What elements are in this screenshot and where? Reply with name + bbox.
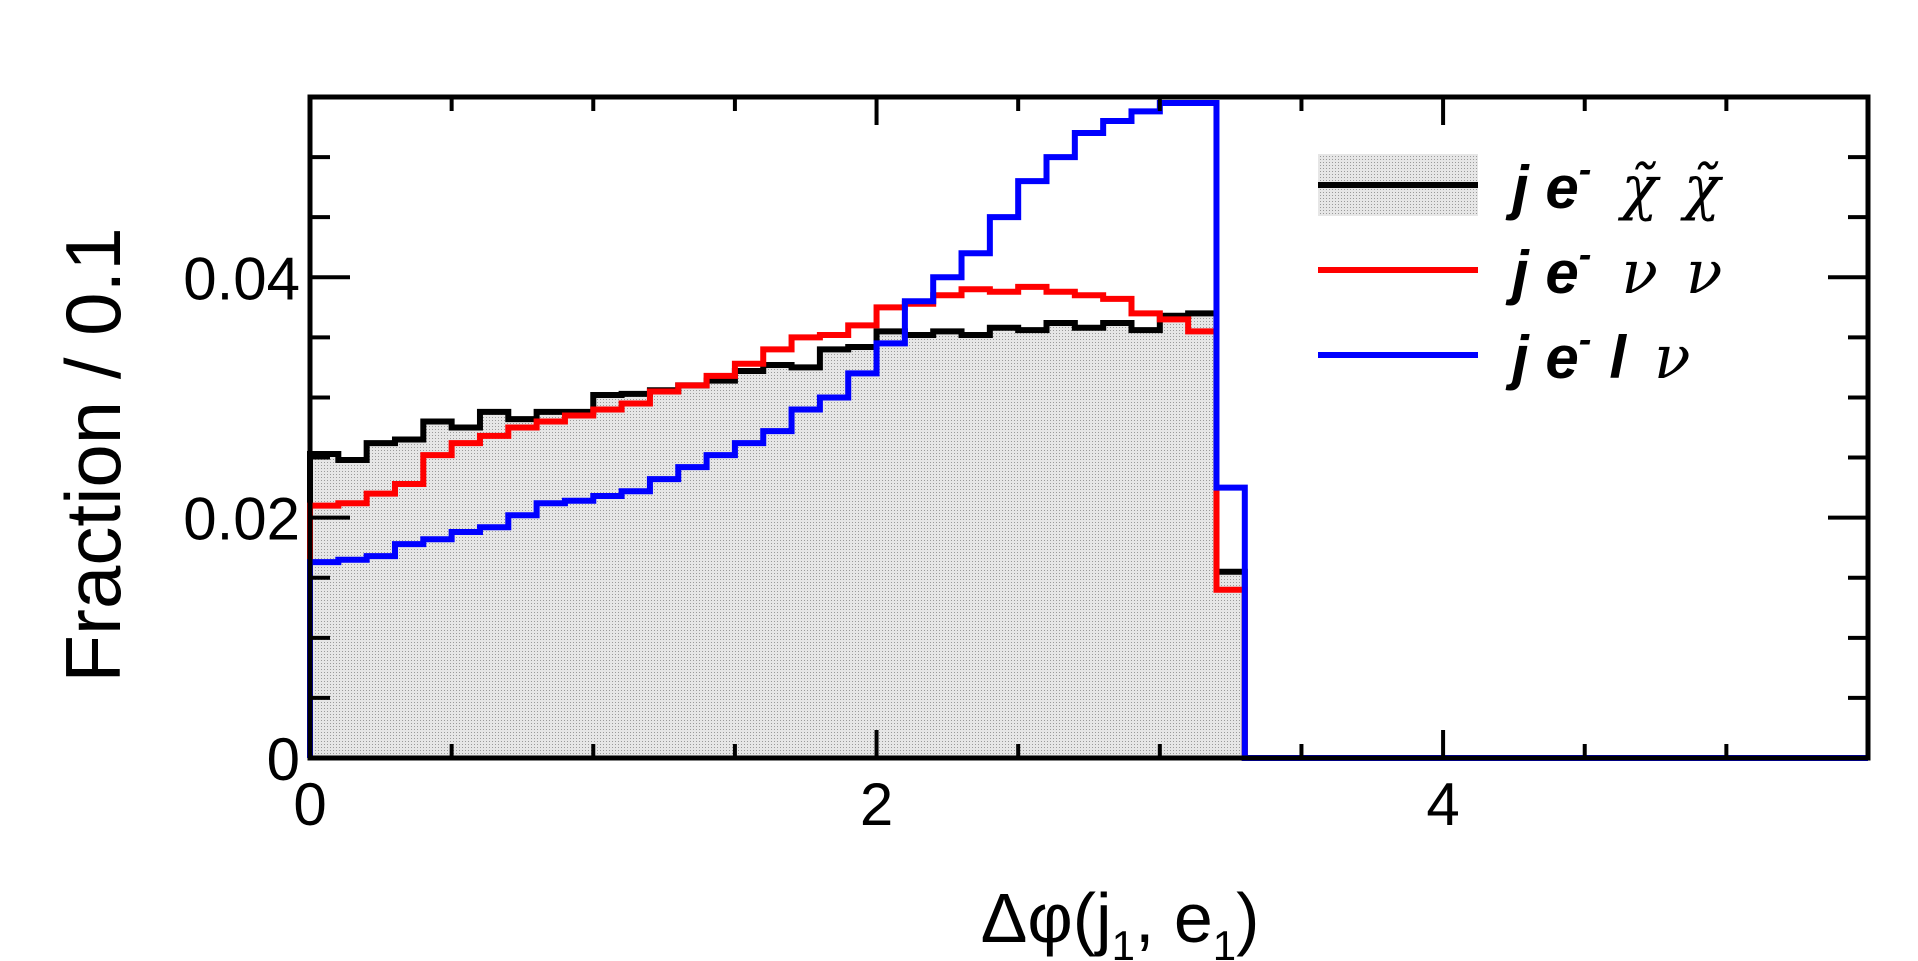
bar-chichi-16 [763, 365, 793, 758]
bar-chichi-7 [508, 419, 538, 758]
bar-chichi-6 [479, 411, 509, 758]
bar-chichi-22 [933, 331, 963, 758]
bar-chichi-24 [989, 327, 1019, 758]
bar-chichi-11 [621, 393, 651, 758]
x-tick-label-2: 4 [1426, 771, 1459, 838]
bar-chichi-14 [706, 380, 736, 758]
legend-label-lnu: j e-l ν [1505, 319, 1691, 393]
legend-label-nunu: j e-ν ν [1505, 234, 1722, 308]
x-axis-label: Δφ(j1, e1) [981, 879, 1260, 961]
bar-chichi-13 [678, 385, 708, 758]
bar-chichi-10 [593, 395, 623, 758]
x-axis-label-sub2: 1 [1213, 922, 1236, 961]
bar-chichi-0 [310, 453, 339, 758]
bar-chichi-17 [791, 367, 821, 758]
bar-chichi-15 [734, 371, 764, 758]
bar-chichi-29 [1131, 330, 1161, 758]
bar-chichi-26 [1046, 322, 1076, 758]
legend-label-chichi: j e-χ̃ χ̃ [1505, 149, 1724, 223]
bar-chichi-27 [1074, 327, 1104, 758]
bar-chichi-5 [451, 427, 481, 758]
y-axis-label: Fraction / 0.1 [49, 227, 137, 682]
bar-chichi-8 [536, 411, 566, 758]
bar-chichi-12 [649, 390, 679, 758]
x-axis-label-part2: , e [1135, 879, 1213, 957]
bar-chichi-25 [1018, 330, 1048, 758]
bar-chichi-20 [876, 331, 906, 758]
x-tick-label-1: 2 [860, 771, 893, 838]
x-axis-label-part3: ) [1236, 879, 1259, 957]
bar-chichi-31 [1188, 313, 1217, 758]
plot-series [307, 100, 1868, 761]
bar-chichi-18 [819, 349, 849, 758]
plot-frame [307, 94, 1871, 761]
x-axis-label-part1: Δφ(j [981, 879, 1112, 957]
bar-chichi-3 [394, 439, 424, 758]
bar-chichi-32 [1216, 571, 1246, 758]
bar-chichi-30 [1159, 315, 1189, 758]
series-line-lnu [307, 100, 1868, 761]
x-tick-label-0: 0 [293, 771, 326, 838]
bar-chichi-1 [338, 459, 368, 758]
bar-chichi-2 [366, 443, 396, 758]
bar-chichi-19 [848, 346, 878, 758]
y-tick-label-1: 0.02 [183, 486, 300, 553]
bar-chichi-9 [564, 411, 594, 758]
bar-chichi-21 [904, 334, 934, 758]
x-axis-label-sub1: 1 [1112, 922, 1135, 961]
axes [307, 94, 1871, 761]
y-tick-label-2: 0.04 [183, 245, 300, 312]
bar-chichi-28 [1103, 322, 1132, 758]
legend: j e-χ̃ χ̃ j e-ν ν j e-l ν [1318, 149, 1724, 393]
bar-chichi-4 [423, 421, 453, 758]
bar-chichi-23 [961, 334, 991, 758]
series-line-chichi [307, 310, 1868, 761]
series-line-nunu [307, 283, 1868, 761]
y-tick-label-0: 0 [267, 726, 300, 793]
ticks: 0 2 4 0 0.02 0.04 [183, 97, 1870, 838]
